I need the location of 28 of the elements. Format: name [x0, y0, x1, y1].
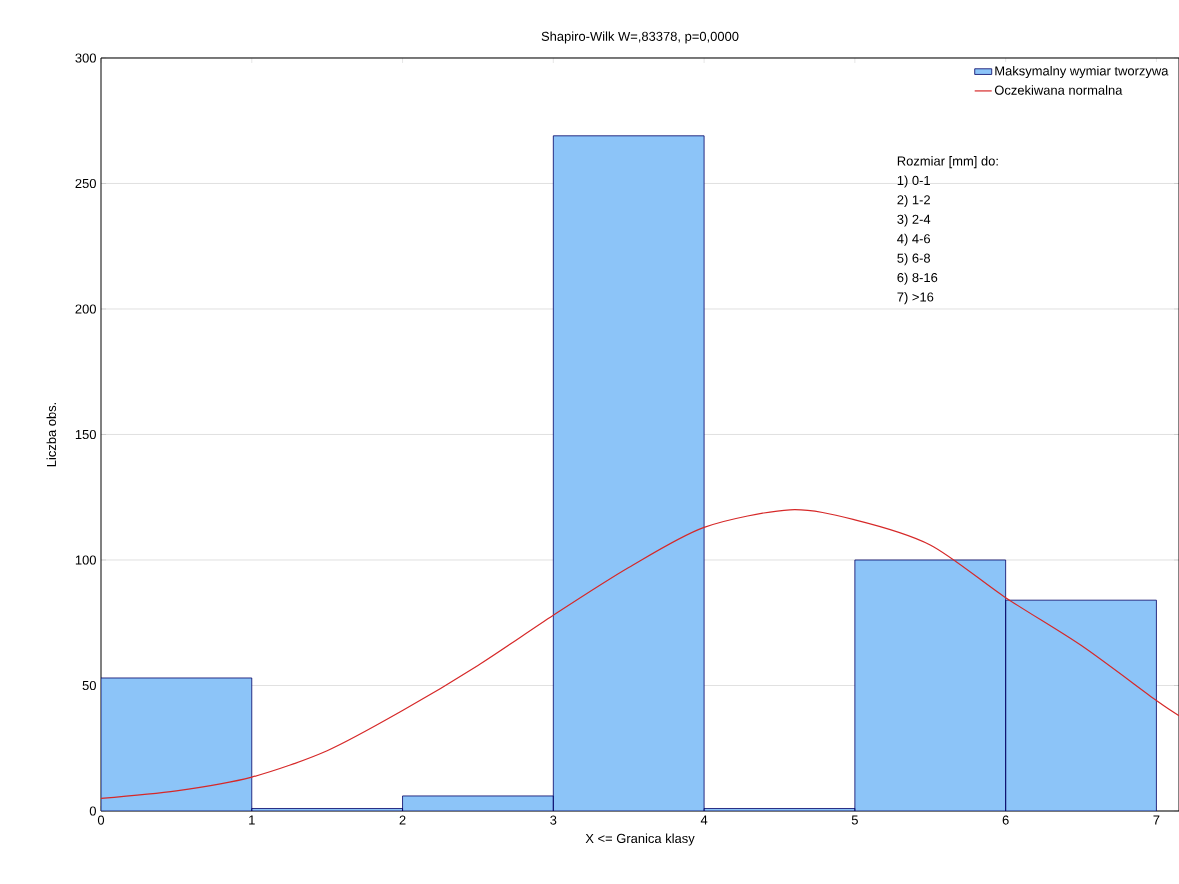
x-axis-title: X <= Granica klasy [585, 833, 695, 846]
y-tick-label: 0 [89, 806, 96, 816]
y-tick-label: 100 [75, 555, 96, 565]
y-tick-label: 50 [82, 680, 96, 691]
annotation: Rozmiar [mm] do: [897, 156, 998, 169]
legend-label: Maksymalny wymiar tworzywa [995, 65, 1169, 79]
y-axis-title: Liczba obs. [46, 402, 57, 467]
annotation: 7) >16 [897, 292, 934, 305]
y-tick-label: 300 [75, 53, 96, 63]
legend-label: Oczekiwana normalna [994, 85, 1123, 95]
x-tick-label: 1 [249, 815, 255, 825]
annotation: 1) 0-1 [897, 175, 930, 188]
x-tick-label: 3 [550, 815, 557, 825]
x-tick-label: 7 [1153, 815, 1160, 825]
x-tick-label: 5 [851, 815, 858, 825]
y-tick-label: 200 [75, 304, 96, 314]
annotation: 4) 4-6 [897, 233, 931, 246]
y-tick-label: 150 [75, 429, 96, 440]
annotation: 2) 1-2 [897, 194, 930, 208]
annotation: 5) 6-8 [897, 253, 931, 266]
chart-title: Shapiro-Wilk W=,83378, p=0,0000 [541, 31, 739, 44]
annotation: 3) 2-4 [897, 214, 931, 227]
x-tick-label: 6 [1002, 815, 1009, 825]
x-tick-label: 4 [700, 815, 708, 825]
x-tick-label: 0 [97, 815, 105, 825]
x-tick-label: 2 [399, 815, 406, 825]
y-tick-label: 250 [75, 178, 96, 189]
annotation: 6) 8-16 [897, 272, 938, 285]
